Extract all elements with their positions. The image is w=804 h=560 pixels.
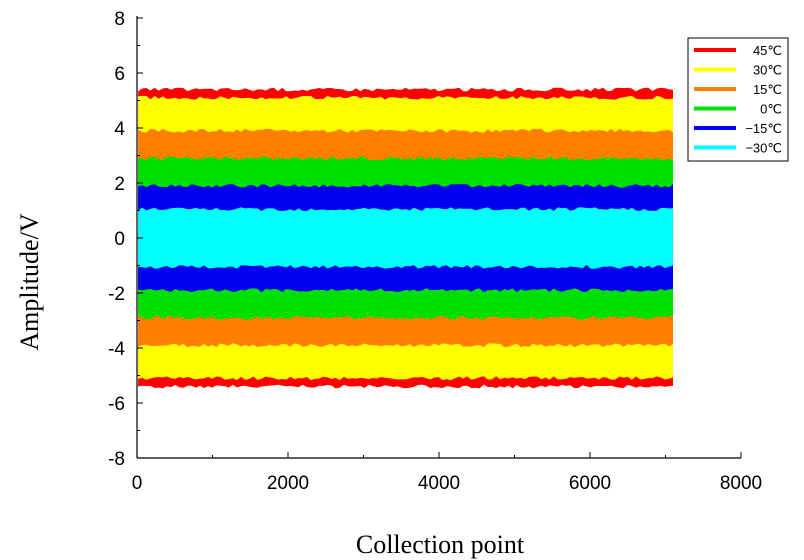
y-tick-label-0: 8: [114, 9, 125, 30]
signal-bands: [138, 87, 674, 389]
legend: 45℃ 30℃ 15℃ 0℃ −15℃ −30℃: [687, 37, 789, 162]
y-tick-label-5: -2: [108, 284, 125, 305]
y-tick-label-4: 0: [114, 229, 125, 250]
legend-label-6: −30℃: [745, 141, 782, 156]
legend-box: [687, 37, 789, 162]
x-tick-label-0: 0: [132, 473, 143, 494]
x-axis-title: Collection point: [356, 530, 525, 559]
x-tick-label-4: 8000: [720, 473, 762, 494]
x-tick-label-2: 4000: [418, 473, 460, 494]
ticks: 0 2000 4000 6000 8000 8 6 4 2 0 -2 -4 -6 -8: [108, 9, 762, 494]
band-6: [138, 207, 674, 269]
y-tick-label-3: 2: [114, 174, 125, 195]
x-tick-label-1: 2000: [267, 473, 309, 494]
y-tick-label-8: -8: [108, 449, 125, 470]
legend-label-3: 15℃: [753, 82, 782, 97]
legend-label-2: 30℃: [753, 63, 782, 78]
legend-label-1: 45℃: [753, 43, 782, 58]
y-tick-label-7: -6: [108, 394, 125, 415]
legend-label-4: 0℃: [760, 102, 782, 117]
x-tick-label-3: 6000: [569, 473, 611, 494]
y-tick-label-1: 6: [114, 64, 125, 85]
y-axis-title: Amplitude/V: [15, 213, 44, 350]
y-tick-label-2: 4: [114, 119, 125, 140]
legend-label-5: −15℃: [745, 121, 782, 136]
y-tick-label-6: -4: [108, 339, 125, 360]
